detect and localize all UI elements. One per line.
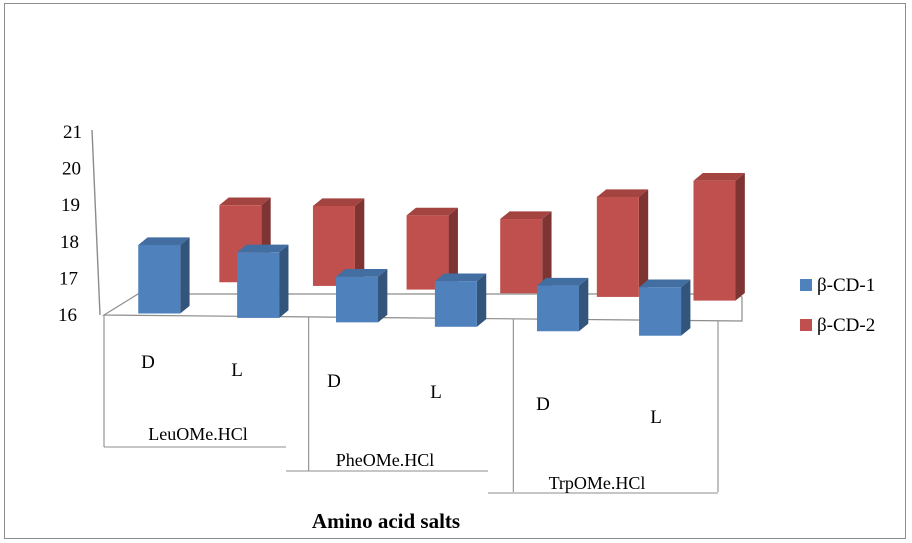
category-label: D xyxy=(327,371,341,392)
group-label: PheOMe.HCl xyxy=(336,450,435,470)
y-tick-label: 19 xyxy=(61,195,80,216)
legend-label: β-CD-2 xyxy=(817,315,875,336)
bar-b-cd-1 xyxy=(138,237,190,314)
category-label: D xyxy=(536,394,550,415)
y-tick-label: 16 xyxy=(58,305,77,326)
bar-b-cd-1 xyxy=(237,244,289,318)
bar-b-cd-1 xyxy=(536,277,589,332)
bar-b-cd-2 xyxy=(500,211,552,294)
x-axis-title: Amino acid salts xyxy=(312,509,460,533)
bar-b-cd-1 xyxy=(639,279,691,336)
legend-swatch xyxy=(800,319,812,331)
legend-label: β-CD-1 xyxy=(817,275,875,296)
bar-b-cd-2 xyxy=(596,189,649,297)
y-tick-label: 21 xyxy=(63,122,82,143)
category-label: L xyxy=(231,360,243,381)
bar-b-cd-2 xyxy=(312,198,365,286)
bar-b-cd-2 xyxy=(693,173,745,301)
bar-b-cd-1 xyxy=(434,273,487,327)
y-axis-ticks: 16 17 18 19 20 21 xyxy=(58,122,82,326)
bars-layer xyxy=(138,173,745,336)
group-label: LeuOMe.HCl xyxy=(148,424,247,444)
category-labels: D L D L D L LeuOMe.HCl PheOMe.HCl TrpOMe.HCl xyxy=(141,352,662,493)
y-tick-label: 20 xyxy=(62,159,81,180)
legend: β-CD-1 β-CD-2 xyxy=(800,275,875,336)
group-label: TrpOMe.HCl xyxy=(549,473,646,493)
y-tick-label: 17 xyxy=(59,268,78,289)
legend-swatch xyxy=(800,279,812,291)
y-tick-label: 18 xyxy=(60,232,79,253)
bar-b-cd-1 xyxy=(336,269,388,323)
category-label: L xyxy=(650,407,662,428)
y-axis-line xyxy=(91,129,101,316)
category-label: D xyxy=(141,352,155,373)
bar-b-cd-2 xyxy=(406,207,458,290)
category-label: L xyxy=(430,382,442,403)
